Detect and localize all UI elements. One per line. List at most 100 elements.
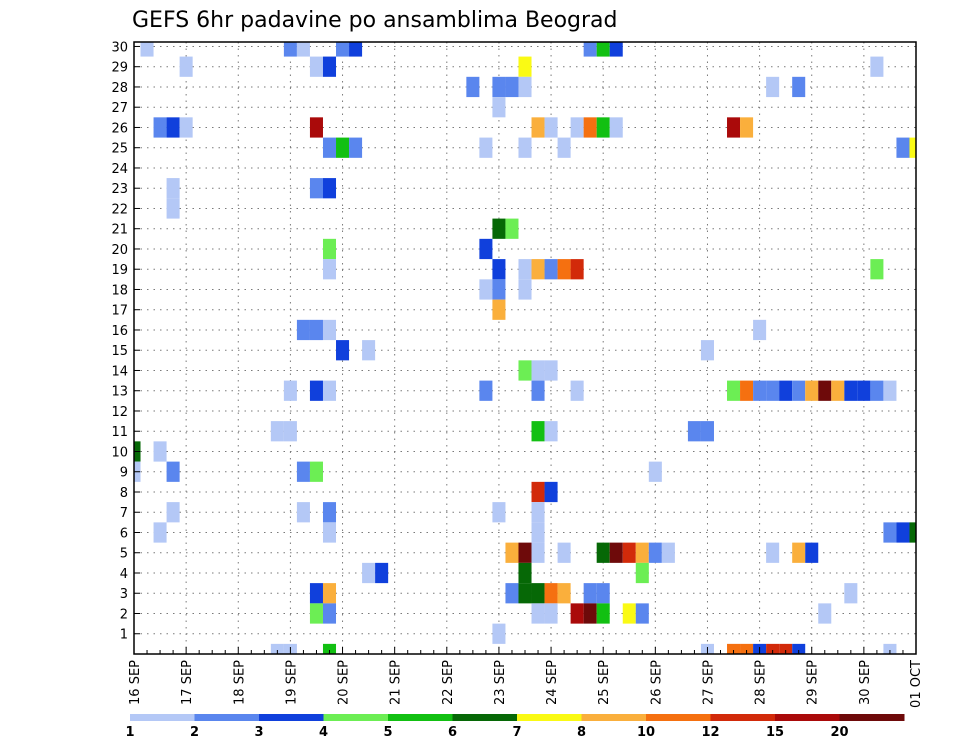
precip-cell	[492, 299, 506, 320]
colorbar-swatch	[517, 714, 582, 721]
y-tick-label: 3	[120, 587, 128, 602]
precip-cell	[661, 542, 675, 563]
colorbar-label: 3	[254, 725, 263, 740]
x-tick-label: 30 SEP	[858, 660, 873, 705]
y-tick-label: 28	[111, 81, 128, 96]
precip-cell	[544, 583, 558, 604]
precip-cell	[336, 42, 350, 57]
y-tick-label: 11	[111, 425, 128, 440]
precip-cell	[518, 360, 532, 381]
precip-cell	[153, 441, 167, 462]
precip-cell	[479, 279, 493, 300]
y-tick-label: 21	[111, 223, 128, 238]
chart-title: GEFS 6hr padavine po ansamblima Beograd	[132, 8, 618, 33]
precip-cell	[309, 178, 323, 199]
precip-cell	[531, 603, 545, 624]
y-tick-label: 12	[111, 405, 128, 420]
precip-cell	[322, 380, 337, 401]
precip-cell	[153, 117, 167, 138]
precip-cell	[283, 380, 297, 401]
colorbar-label: 4	[319, 725, 328, 740]
precip-cell	[870, 380, 884, 401]
precip-cell	[336, 137, 350, 158]
precip-cell	[727, 117, 741, 138]
x-tick-label: 17 SEP	[180, 660, 195, 705]
precip-cell	[570, 380, 584, 401]
precip-cell	[570, 603, 584, 624]
x-tick-label: 26 SEP	[649, 660, 664, 705]
precip-cell	[322, 603, 337, 624]
y-axis: 1234567891011121314151617181920212223242…	[111, 40, 140, 643]
data-cells	[134, 42, 916, 654]
precip-cell	[844, 380, 858, 401]
precip-cell	[557, 259, 571, 280]
precip-cell	[700, 421, 714, 442]
y-tick-label: 20	[111, 243, 128, 258]
precip-cell	[779, 380, 793, 401]
x-tick-label: 23 SEP	[493, 660, 508, 705]
colorbar-swatch	[323, 714, 389, 721]
precip-cell	[518, 279, 532, 300]
precip-cell	[687, 421, 701, 442]
precip-cell	[531, 117, 545, 138]
y-tick-label: 24	[111, 162, 128, 177]
precip-cell	[870, 56, 884, 77]
precip-cell	[309, 380, 323, 401]
precip-cell	[766, 76, 780, 98]
precip-cell	[622, 542, 636, 563]
colorbar-label: 15	[766, 725, 784, 740]
precip-cell	[700, 340, 714, 361]
precip-cell	[753, 319, 767, 341]
precip-cell	[792, 643, 806, 654]
precip-cell	[518, 259, 532, 280]
precip-cell	[466, 76, 480, 98]
precip-cell	[544, 259, 558, 280]
precip-cell	[322, 522, 337, 543]
precip-cell	[270, 421, 284, 442]
precip-cell	[518, 583, 532, 604]
precip-cell	[479, 137, 493, 158]
precip-cell	[322, 238, 337, 260]
colorbar-swatch	[452, 714, 518, 721]
precip-cell	[479, 238, 493, 260]
y-tick-label: 22	[111, 202, 128, 217]
precip-cell	[596, 603, 610, 624]
x-tick-label: 27 SEP	[701, 660, 716, 705]
precip-cell	[766, 380, 780, 401]
x-tick-label: 22 SEP	[441, 660, 456, 705]
precip-cell	[635, 562, 649, 584]
precip-cell	[596, 117, 610, 138]
precip-cell	[583, 603, 597, 624]
colorbar-label: 12	[701, 725, 719, 740]
precip-cell	[609, 42, 623, 57]
precip-cell	[792, 542, 806, 563]
colorbar-label: 5	[383, 725, 392, 740]
y-tick-label: 7	[120, 506, 128, 521]
precip-cell	[583, 117, 597, 138]
colorbar-swatch	[194, 714, 260, 721]
precip-cell	[336, 340, 350, 361]
precip-cell	[179, 117, 193, 138]
colorbar-swatch	[710, 714, 776, 721]
precip-cell	[896, 522, 910, 543]
y-tick-label: 10	[111, 445, 128, 460]
precip-cell	[492, 218, 506, 239]
precip-cell	[309, 461, 323, 482]
precip-cell	[296, 502, 310, 523]
colorbar-label: 6	[448, 725, 457, 740]
precip-cell	[531, 522, 545, 543]
y-tick-label: 2	[120, 607, 128, 622]
precip-cell	[362, 562, 376, 584]
precip-cell	[596, 542, 610, 563]
y-tick-label: 23	[111, 182, 128, 197]
precip-cell	[322, 502, 337, 523]
y-tick-label: 1	[120, 628, 128, 643]
precip-cell	[909, 137, 916, 158]
x-tick-label: 01 OCT	[909, 660, 924, 708]
precip-cell	[362, 340, 376, 361]
precip-cell	[805, 380, 819, 401]
precip-cell	[740, 643, 754, 654]
y-tick-label: 15	[111, 344, 128, 359]
x-tick-label: 19 SEP	[284, 660, 299, 705]
